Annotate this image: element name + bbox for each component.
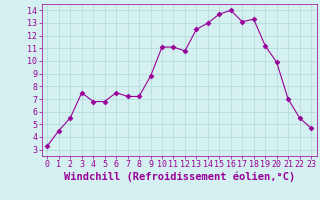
X-axis label: Windchill (Refroidissement éolien,°C): Windchill (Refroidissement éolien,°C) (64, 172, 295, 182)
